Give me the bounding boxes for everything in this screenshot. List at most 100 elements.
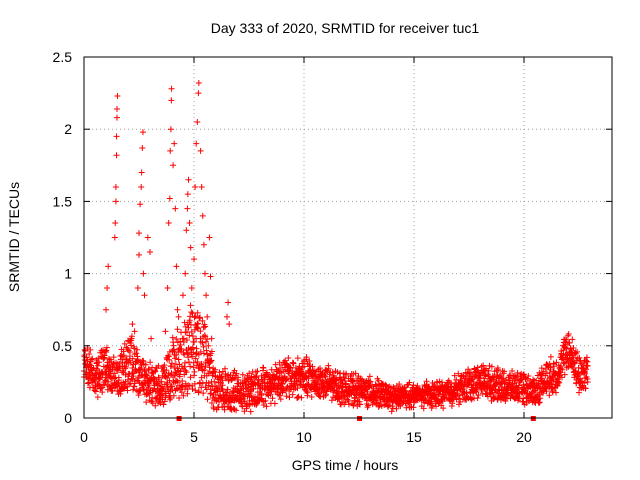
data-point [295,393,302,400]
data-point [115,377,122,384]
data-point-spike [162,328,169,335]
data-point [509,367,516,374]
data-point [303,354,310,361]
data-point [341,377,348,384]
data-point [254,368,261,375]
data-point [205,342,212,349]
data-point [375,403,382,410]
data-point [570,345,577,352]
data-point [332,380,339,387]
data-point [90,365,97,372]
data-point [283,376,290,383]
data-point-spike [104,285,111,292]
data-point [191,368,198,375]
data-point [267,391,274,398]
data-point [184,350,191,357]
data-point [431,382,438,389]
data-point [488,363,495,370]
data-point [197,328,204,335]
data-point [474,394,481,401]
data-point [126,381,133,388]
x-tick-label: 20 [516,429,532,445]
data-point [322,391,329,398]
data-point-spike [188,285,195,292]
data-point [272,361,279,368]
data-point [362,379,369,386]
data-point [464,393,471,400]
data-point [546,392,553,399]
data-point [107,367,114,374]
x-tick-labels: 0 5 10 15 20 [80,429,532,445]
data-point [515,382,522,389]
data-point [298,394,305,401]
data-point [120,352,127,359]
data-point [133,350,140,357]
data-point-spike [136,230,142,237]
data-point [204,396,211,403]
data-point [191,339,198,346]
data-point-spike [129,321,136,328]
data-point [99,372,106,379]
data-point [185,359,192,366]
data-point [89,355,96,362]
data-point [370,385,377,392]
data-point [191,314,198,321]
y-tick-label: 0.5 [53,338,73,354]
data-point [328,397,335,404]
data-point [145,365,152,372]
data-point [332,375,339,382]
data-point [501,380,508,387]
data-point [131,345,138,352]
data-point [451,372,458,379]
data-point [343,380,350,387]
data-point-spike [185,176,192,183]
plot-frame [83,56,613,419]
data-point [233,407,240,414]
data-point [247,390,254,397]
data-point [273,388,280,395]
data-point [155,374,162,381]
data-point [367,378,374,385]
data-point [121,340,128,347]
data-point [289,391,296,398]
data-point [283,384,290,391]
data-point-spike [203,292,210,299]
data-point-spike [195,79,202,86]
data-point [195,388,202,395]
data-point [103,344,110,351]
data-point [576,389,582,396]
data-point [343,370,350,377]
data-point [216,369,223,376]
data-point [304,389,311,396]
data-point-spike [141,292,148,299]
data-point [194,309,201,316]
data-point [155,362,162,369]
data-point [538,365,545,372]
data-point [160,401,167,408]
data-point [169,386,176,393]
data-point [143,372,150,379]
data-point [187,363,194,370]
data-point [204,351,211,358]
x-axis-label: GPS time / hours [292,457,399,473]
data-point [130,373,137,380]
data-point [147,359,154,366]
data-point [110,354,117,361]
data-point [581,379,588,386]
data-point [239,371,246,378]
data-point-spike [187,244,194,251]
y-tick-labels: 0 0.5 1 1.5 2 2.5 [53,49,73,426]
data-point [204,336,211,343]
data-point [547,353,554,360]
data-point [219,382,226,389]
y-axis-label: SRMTID / TECUs [6,182,22,292]
data-point-spike [114,114,120,121]
data-point [197,348,204,355]
data-point [128,333,135,340]
x-tick-label: 0 [80,429,88,445]
data-point [200,343,207,350]
data-point [122,365,129,372]
data-point [290,360,297,367]
data-point-spike [207,273,214,280]
data-point [537,395,544,402]
